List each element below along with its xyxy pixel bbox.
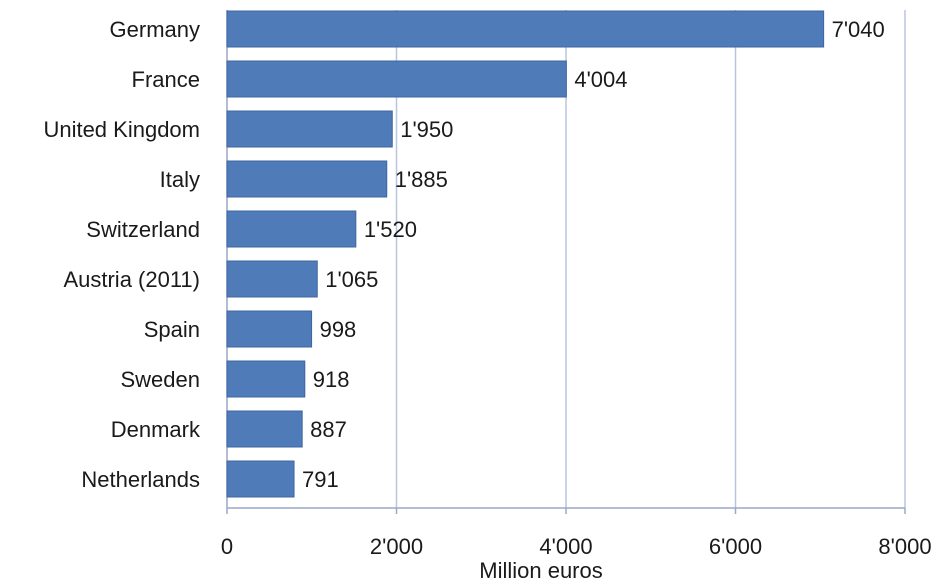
x-tick-labels: 0 2'000 4'000 6'000 8'000 xyxy=(221,534,932,559)
data-label: 887 xyxy=(310,417,347,442)
x-axis-title: Million euros xyxy=(479,558,603,583)
data-label: 4'004 xyxy=(574,67,627,92)
category-label: Austria (2011) xyxy=(63,267,200,292)
bar xyxy=(226,160,388,198)
bar xyxy=(226,360,306,398)
category-label: Spain xyxy=(144,317,200,342)
category-label: Netherlands xyxy=(81,467,200,492)
data-label: 1'950 xyxy=(400,117,453,142)
bar xyxy=(226,410,303,448)
data-label: 918 xyxy=(313,367,350,392)
data-label: 998 xyxy=(320,317,357,342)
bar xyxy=(226,310,313,348)
data-label: 1'520 xyxy=(364,217,417,242)
bar xyxy=(226,210,357,248)
data-label: 1'065 xyxy=(325,267,378,292)
category-label: United Kingdom xyxy=(43,117,200,142)
category-label: Germany xyxy=(110,17,200,42)
value-labels: 7'040 4'004 1'950 1'885 1'520 1'065 998 918 887 7… xyxy=(302,17,885,492)
bars xyxy=(226,10,825,498)
category-labels: Germany France United Kingdom Italy Switzerl… xyxy=(43,17,201,492)
bar xyxy=(226,460,295,498)
data-label: 791 xyxy=(302,467,339,492)
category-label: Denmark xyxy=(111,417,201,442)
bar xyxy=(226,110,393,148)
x-tick-label: 2'000 xyxy=(370,534,423,559)
bar xyxy=(226,10,825,48)
x-tick-label: 0 xyxy=(221,534,233,559)
x-tick-label: 6'000 xyxy=(709,534,762,559)
category-label: Italy xyxy=(160,167,200,192)
x-tick-label: 4'000 xyxy=(539,534,592,559)
category-label: Switzerland xyxy=(86,217,200,242)
bar xyxy=(226,60,567,98)
x-tick-label: 8'000 xyxy=(878,534,931,559)
bar xyxy=(226,260,318,298)
data-label: 7'040 xyxy=(832,17,885,42)
category-label: France xyxy=(132,67,200,92)
data-label: 1'885 xyxy=(395,167,448,192)
category-label: Sweden xyxy=(120,367,200,392)
